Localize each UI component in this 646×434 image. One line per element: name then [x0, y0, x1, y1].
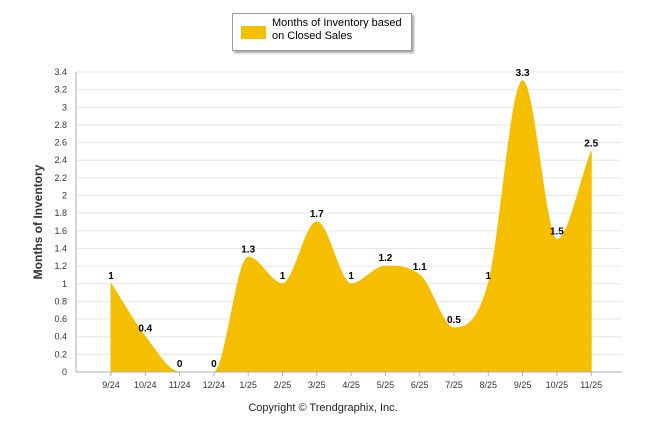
- x-tick-label: 11/24: [169, 380, 191, 390]
- x-tick-label: 1/25: [239, 380, 257, 390]
- data-label: 0.5: [447, 315, 461, 326]
- axes: [75, 72, 622, 373]
- x-tick-label: 7/25: [445, 380, 463, 390]
- data-label: 0.4: [138, 324, 152, 335]
- y-tick-label: 2.8: [54, 120, 67, 130]
- data-label: 1.3: [241, 244, 255, 255]
- y-tick-label: 0.8: [54, 296, 67, 306]
- x-tick-label: 3/25: [308, 380, 326, 390]
- data-label: 1.2: [378, 253, 392, 264]
- y-tick-label: 3: [62, 102, 67, 112]
- x-tick-label: 6/25: [411, 380, 429, 390]
- y-tick-label: 1.4: [54, 243, 67, 253]
- x-tick-labels: 9/24 10/24 11/24 12/24 1/25 2/25 3/25 4/25 5/25 6…: [102, 372, 602, 390]
- data-label: 1: [280, 271, 286, 282]
- legend-swatch: [241, 26, 266, 39]
- data-label: 0: [211, 359, 217, 370]
- x-tick-label: 2/25: [274, 380, 292, 390]
- y-tick-label: 0.2: [54, 349, 67, 359]
- y-tick-label: 1.6: [54, 226, 67, 236]
- y-tick-label: 3.2: [54, 85, 67, 95]
- data-label: 1: [348, 271, 354, 282]
- y-tick-label: 2.2: [54, 173, 67, 183]
- y-tick-labels: 0 0.2 0.4 0.6 0.8 1 1.2 1.4 1.6 1.8 2 2.2 2.4 2.6 2.8 3…: [54, 67, 67, 377]
- data-label: 1: [108, 271, 114, 282]
- y-tick-label: 3.4: [54, 67, 67, 77]
- y-tick-label: 2: [62, 191, 67, 201]
- y-tick-label: 1.8: [54, 208, 67, 218]
- x-tick-label: 5/25: [377, 380, 395, 390]
- copyright-footer: Copyright © Trendgraphix, Inc.: [248, 402, 398, 414]
- y-tick-label: 1: [62, 279, 67, 289]
- x-tick-label: 12/24: [203, 380, 226, 390]
- data-labels: 1 0.4 0 0 1.3 1 1.7 1 1.2 1.1 0.5 1 3.3 1.5 2.5: [108, 68, 598, 370]
- x-tick-label: 4/25: [342, 380, 360, 390]
- data-label: 0: [177, 359, 183, 370]
- data-label: 3.3: [516, 68, 530, 79]
- y-tick-label: 0.6: [54, 314, 67, 324]
- data-label: 1.1: [413, 262, 427, 273]
- y-tick-label: 1.2: [54, 261, 67, 271]
- x-tick-label: 11/25: [580, 380, 602, 390]
- legend-label: Months of Inventory based on Closed Sale…: [272, 17, 402, 42]
- x-tick-label: 9/24: [102, 380, 120, 390]
- data-label: 1.7: [310, 209, 324, 220]
- y-tick-label: 0.4: [54, 332, 67, 342]
- y-tick-label: 2.4: [54, 155, 67, 165]
- data-label: 1: [486, 271, 492, 282]
- x-tick-label: 8/25: [480, 380, 498, 390]
- y-tick-label: 0: [62, 367, 67, 377]
- data-label: 2.5: [584, 138, 598, 149]
- x-tick-label: 10/25: [546, 380, 569, 390]
- legend[interactable]: Months of Inventory based on Closed Sale…: [232, 13, 412, 51]
- y-tick-label: 2.6: [54, 138, 67, 148]
- data-label: 1.5: [550, 227, 564, 238]
- x-tick-label: 10/24: [134, 380, 157, 390]
- x-tick-label: 9/25: [514, 380, 532, 390]
- y-axis-title: Months of Inventory: [31, 164, 45, 279]
